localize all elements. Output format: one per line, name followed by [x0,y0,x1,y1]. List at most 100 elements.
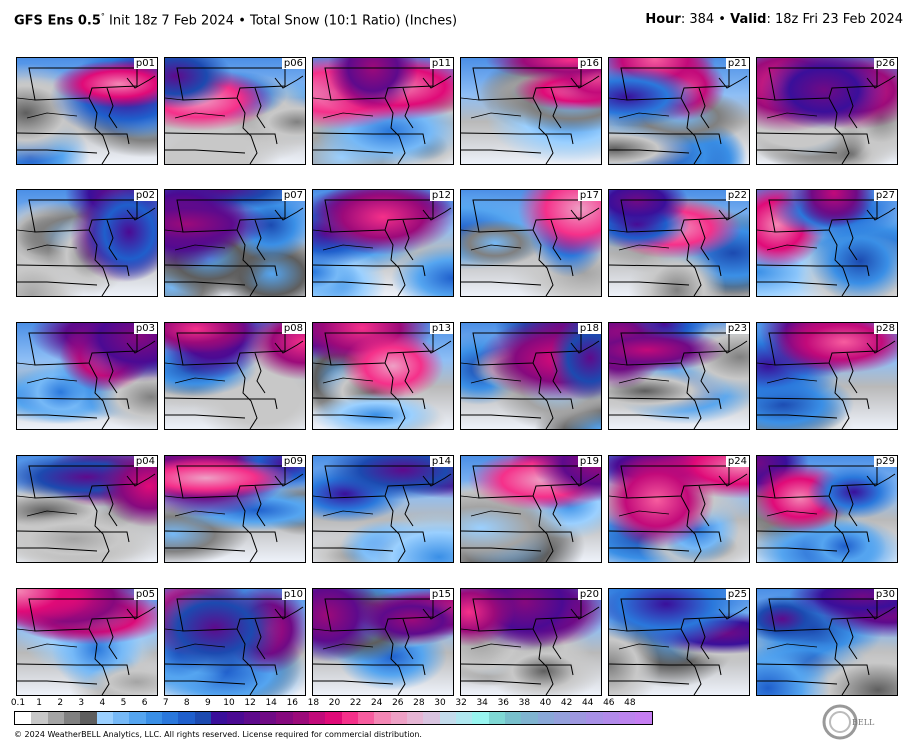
colorbar-label: 4 [99,698,106,708]
colorbar-swatch [325,712,342,724]
colorbar-swatch [129,712,146,724]
colorbar-label: 10 [223,698,235,708]
colorbar-swatch [570,712,587,724]
colorbar-swatch [488,712,505,724]
state-borders [165,199,304,296]
state-borders [609,465,748,562]
state-borders [313,67,452,164]
colorbar-swatch [259,712,277,724]
member-label: p12 [429,190,453,201]
state-borders [313,465,452,562]
colorbar-swatch [586,712,603,724]
member-panel-p10: p10 [164,588,306,696]
colorbar-label: 20 [328,698,341,708]
member-label: p10 [281,589,305,600]
state-borders [757,199,896,296]
colorbar-swatch [406,712,424,724]
state-borders [313,199,452,296]
member-panel-p20: p20 [460,588,602,696]
member-panel-p04: p04 [16,455,158,563]
colorbar-label: 7 [162,698,169,708]
member-label: p09 [281,456,305,467]
colorbar-swatch [635,712,652,724]
colorbar-swatch [390,712,407,724]
colorbar-swatch [455,712,473,724]
member-label: p17 [577,190,601,201]
svg-text:BELL: BELL [852,718,875,727]
colorbar-swatch [537,712,554,724]
valid-time: Hour: 384 • Valid: 18z Fri 23 Feb 2024 [645,12,903,27]
state-borders [165,67,304,164]
member-label: p26 [873,58,897,69]
member-label: p20 [577,589,601,600]
member-label: p04 [133,456,157,467]
member-label: p28 [873,323,897,334]
colorbar-swatch [227,712,244,724]
colorbar-label: 12 [244,698,256,708]
init-info: Init 18z 7 Feb 2024 • Total Snow (10:1 R… [104,13,458,29]
colorbar-swatch [292,712,309,724]
member-label: p01 [133,58,157,69]
state-borders [17,67,156,164]
state-borders [17,465,156,562]
member-panel-p09: p09 [164,455,306,563]
state-borders [461,598,600,695]
member-panel-p03: p03 [16,322,158,430]
hour-label: Hour [645,12,681,27]
member-label: p22 [725,190,749,201]
colorbar-label: 42 [560,698,573,708]
member-label: p06 [281,58,305,69]
colorbar-swatch [112,712,130,724]
member-panel-p12: p12 [312,189,454,297]
colorbar-label: 2 [57,698,64,708]
colorbar-swatch [619,712,636,724]
colorbar-swatch [374,712,391,724]
colorbar-swatch [243,712,260,724]
state-borders [461,465,600,562]
state-borders [17,598,156,695]
state-borders [165,332,304,429]
colorbar-swatch [161,712,179,724]
colorbar-label: 3 [78,698,85,708]
member-panel-p02: p02 [16,189,158,297]
model-name: GFS Ens 0.5 [14,13,101,29]
copyright: © 2024 WeatherBELL Analytics, LLC. All r… [14,730,422,739]
colorbar-label: 28 [413,698,425,708]
member-label: p29 [873,456,897,467]
member-label: p21 [725,58,749,69]
colorbar-swatch [521,712,538,724]
colorbar [14,711,653,725]
member-label: p15 [429,589,453,600]
member-label: p14 [429,456,453,467]
colorbar-label: 22 [349,698,362,708]
colorbar-swatch [439,712,456,724]
member-panel-p21: p21 [608,57,750,165]
member-panel-p05: p05 [16,588,158,696]
colorbar-swatch [178,712,195,724]
colorbar-swatch [63,712,81,724]
member-panel-p22: p22 [608,189,750,297]
member-panel-p23: p23 [608,322,750,430]
state-borders [757,598,896,695]
colorbar-swatch [80,712,97,724]
colorbar-swatch [341,712,358,724]
state-borders [609,67,748,164]
valid-label: Valid [730,12,767,27]
member-panel-p14: p14 [312,455,454,563]
colorbar-label: 38 [518,698,531,708]
state-borders [313,598,452,695]
colorbar-labels: 0.1 1 2 3 4 5 6 7 8 9 10 12 14 16 18 20 22 24 26 28 30 32 34 36… [10,698,651,710]
member-panel-p18: p18 [460,322,602,430]
member-label: p30 [873,589,897,600]
colorbar-label: 0.1 [10,698,26,708]
colorbar-label: 32 [455,698,467,708]
member-label: p19 [577,456,601,467]
colorbar-swatch [96,712,113,724]
member-label: p13 [429,323,453,334]
colorbar-label: 1 [36,698,42,708]
colorbar-swatch [504,712,522,724]
colorbar-swatch [15,712,32,724]
colorbar-label: 30 [434,698,446,708]
colorbar-label: 48 [624,698,636,708]
chart-title: GFS Ens 0.5° Init 18z 7 Feb 2024 • Total… [14,12,457,28]
